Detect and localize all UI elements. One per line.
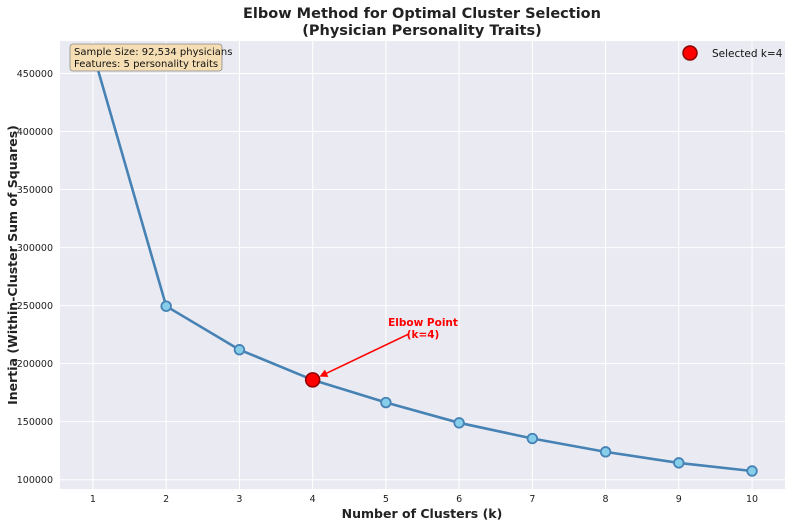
plot-background — [60, 41, 785, 489]
x-axis-label: Number of Clusters (k) — [342, 506, 503, 521]
x-tick-label: 4 — [310, 494, 316, 505]
annotation-line-1: Elbow Point — [388, 317, 458, 329]
grid-lines — [60, 41, 785, 489]
info-box: Sample Size: 92,534 physicians Features:… — [69, 43, 232, 72]
data-point — [599, 446, 612, 458]
y-tick-labels: 100000 150000 200000 250000 300000 350000 4000… — [17, 69, 53, 486]
y-tick-label: 200000 — [17, 359, 53, 370]
y-tick-label: 150000 — [17, 417, 53, 428]
x-tick-label: 5 — [383, 494, 389, 505]
y-tick-label: 450000 — [17, 69, 53, 80]
data-point — [453, 417, 465, 429]
data-point — [380, 396, 392, 409]
info-sample-size: Sample Size: 92,534 physicians — [74, 47, 232, 58]
y-tick-label: 400000 — [17, 127, 53, 138]
x-tick-label: 8 — [603, 494, 609, 505]
inertia-line — [91, 52, 753, 473]
chart-subtitle: (Physician Personality Traits) — [302, 23, 541, 39]
selected-point — [304, 372, 321, 388]
x-tick-label: 2 — [163, 494, 169, 505]
info-features: Features: 5 personality traits — [74, 59, 218, 70]
data-point — [160, 300, 172, 312]
info-box-background — [69, 43, 223, 72]
y-tick-label: 250000 — [17, 301, 53, 312]
annotation-arrowhead — [319, 369, 329, 377]
data-point — [233, 344, 246, 356]
data-point — [526, 432, 539, 445]
data-point — [746, 465, 758, 477]
chart-title: Elbow Method for Optimal Cluster Selecti… — [243, 6, 601, 22]
annotation-line-2: (k=4) — [407, 329, 440, 341]
y-tick-label: 350000 — [17, 185, 53, 196]
annotation-arrow — [324, 333, 410, 375]
x-tick-label: 3 — [236, 494, 242, 505]
data-point — [673, 457, 685, 469]
y-axis-label: Inertia (Within-Cluster Sum of Squares) — [5, 125, 20, 405]
x-tick-label: 10 — [746, 494, 758, 505]
legend: Selected k=4 — [682, 45, 783, 61]
y-tick-label: 100000 — [17, 475, 53, 486]
x-tick-labels: 1 2 3 4 5 6 7 8 9 10 — [90, 494, 758, 505]
x-tick-label: 1 — [90, 494, 96, 505]
legend-label: Selected k=4 — [712, 48, 783, 60]
y-tick-label: 300000 — [17, 243, 53, 254]
x-tick-label: 6 — [456, 494, 462, 505]
x-tick-label: 9 — [676, 494, 682, 505]
legend-marker — [682, 45, 698, 61]
x-tick-label: 7 — [529, 494, 535, 505]
